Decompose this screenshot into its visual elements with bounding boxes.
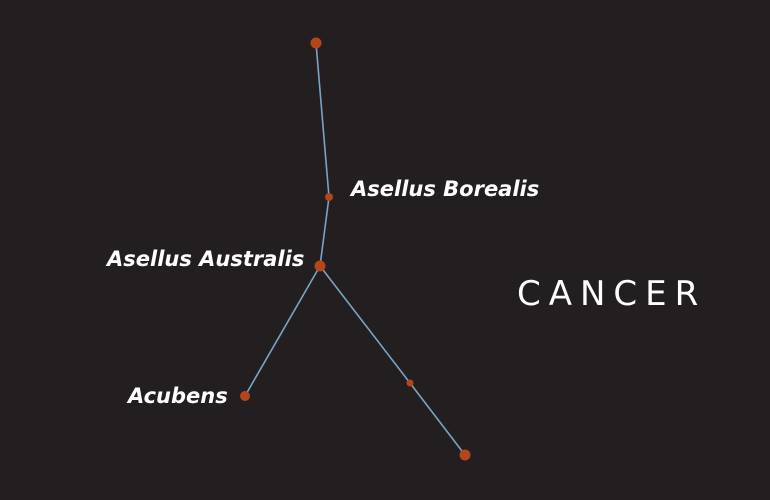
star-beta-mid: [406, 379, 414, 387]
constellation-stars: [240, 37, 471, 461]
constellation-lines: [244, 42, 466, 456]
star-acubens: [240, 391, 250, 401]
line-iota-to-asellus-borealis: [315, 42, 330, 198]
star-beta: [459, 449, 471, 461]
label-asellus-australis: Asellus Australis: [105, 247, 304, 271]
label-acubens: Acubens: [126, 384, 228, 408]
line-asellus-borealis-to-asellus-australis: [319, 196, 330, 267]
star-asellus-borealis: [325, 193, 333, 201]
line-asellus-australis-to-beta-mid: [319, 265, 411, 384]
constellation-title: CANCER: [517, 274, 706, 314]
line-beta-mid-to-beta: [409, 382, 466, 456]
label-asellus-borealis: Asellus Borealis: [349, 177, 539, 201]
star-asellus-australis: [314, 260, 326, 272]
star-iota: [310, 37, 322, 49]
line-asellus-australis-to-acubens: [244, 265, 321, 397]
